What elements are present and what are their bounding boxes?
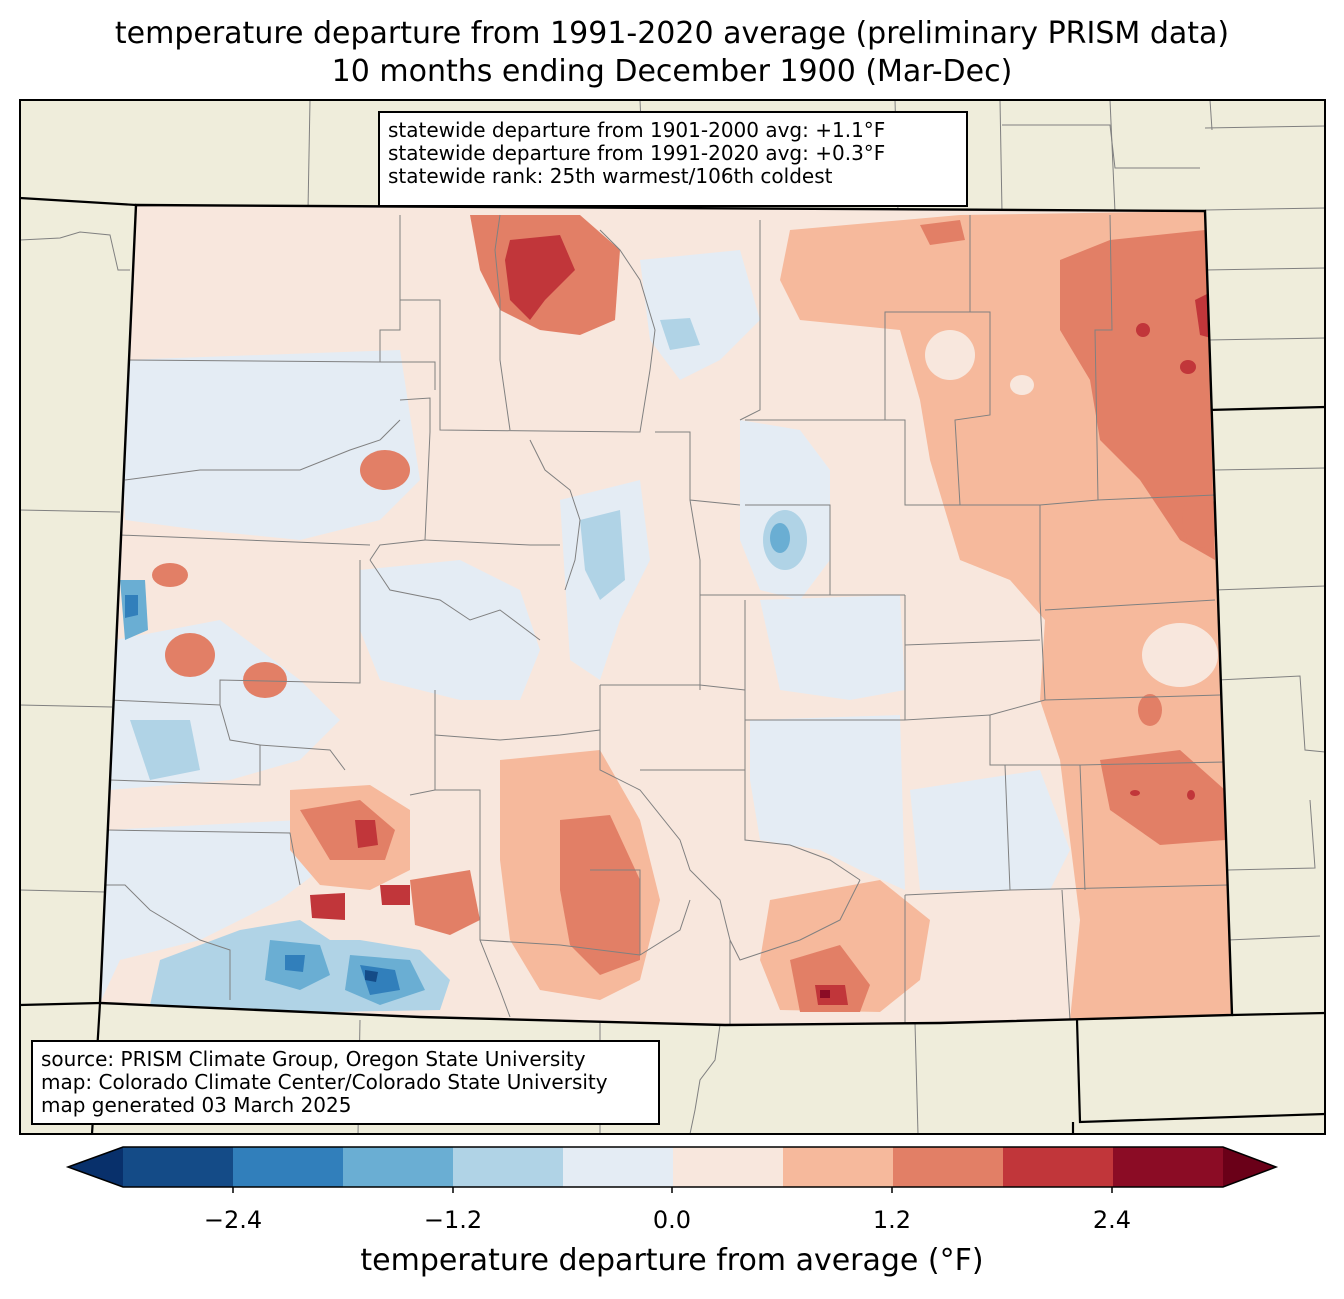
stat-departure-1991-2020: statewide departure from 1991-2020 avg: … [388, 141, 886, 165]
generated-date-line: map generated 03 March 2025 [41, 1093, 352, 1117]
colorbar-extend-low [68, 1147, 123, 1187]
colorbar-tick-label: 0.0 [652, 1206, 692, 1234]
colorbar-tick-label: 1.2 [872, 1206, 912, 1234]
colorbar-extend-high [1223, 1147, 1276, 1187]
statewide-stats-box: statewide departure from 1901-2000 avg: … [378, 111, 968, 207]
map-title: temperature departure from 1991-2020 ave… [114, 16, 1230, 51]
colorbar-segment [673, 1147, 783, 1187]
source-box: source: PRISM Climate Group, Oregon Stat… [31, 1040, 660, 1125]
colorbar-segment [233, 1147, 343, 1187]
map-credit-line: map: Colorado Climate Center/Colorado St… [41, 1070, 608, 1094]
departure-field [100, 211, 1232, 1020]
colorbar-outline [65, 1146, 1279, 1188]
colorbar-label: temperature departure from average (°F) [360, 1243, 984, 1278]
colorbar-segment [343, 1147, 453, 1187]
colorbar-tick-label: −1.2 [423, 1206, 483, 1234]
colorbar-segment [783, 1147, 893, 1187]
colorbar-tick-label: −2.4 [203, 1206, 263, 1234]
stat-rank: statewide rank: 25th warmest/106th colde… [388, 164, 833, 188]
source-line: source: PRISM Climate Group, Oregon Stat… [41, 1047, 586, 1071]
stat-departure-1901-2000: statewide departure from 1901-2000 avg: … [388, 118, 886, 142]
colorbar-tick-label: 2.4 [1092, 1206, 1132, 1234]
map-frame [19, 99, 1326, 1135]
map-subtitle: 10 months ending December 1900 (Mar-Dec) [331, 54, 1013, 89]
colorbar [65, 1146, 1279, 1193]
colorado-border [98, 203, 1234, 1027]
colorbar-segment [123, 1147, 233, 1187]
colorbar-segment [1003, 1147, 1113, 1187]
colorbar-segment [453, 1147, 563, 1187]
colorbar-segment [1113, 1147, 1223, 1187]
colorbar-segment [893, 1147, 1003, 1187]
colorado-county-lines [105, 214, 1231, 1025]
colorbar-segment [563, 1147, 673, 1187]
